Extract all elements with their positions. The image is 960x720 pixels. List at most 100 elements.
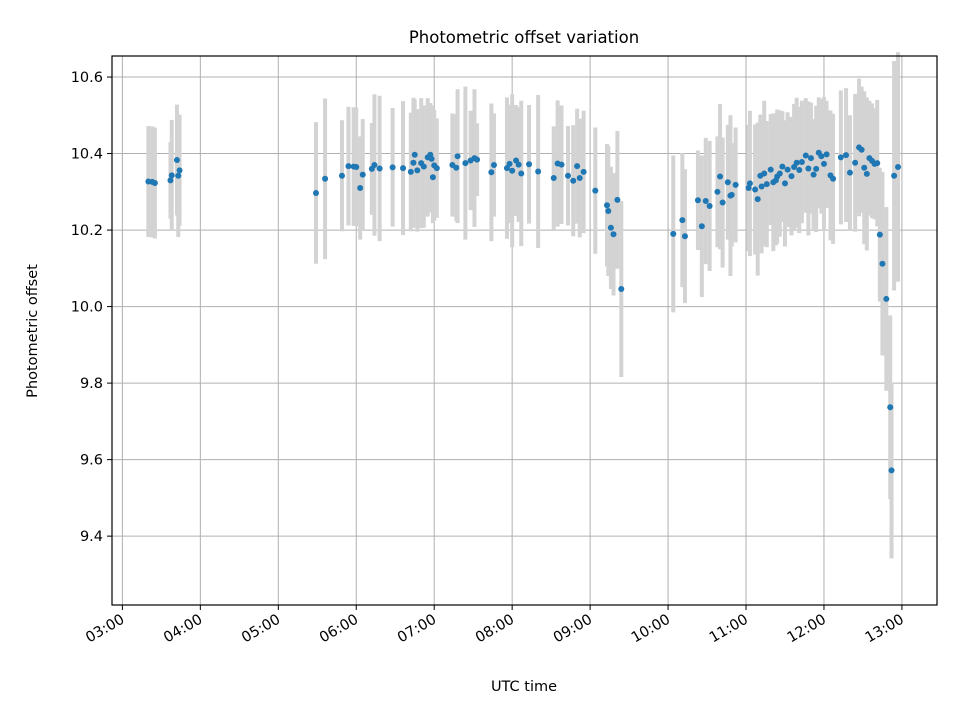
data-point — [830, 175, 837, 182]
data-point — [312, 189, 319, 196]
data-point — [719, 199, 726, 206]
data-point — [614, 196, 621, 203]
data-point — [746, 180, 753, 187]
y-tick-label: 9.6 — [80, 453, 103, 469]
data-point — [779, 163, 786, 170]
data-point — [810, 171, 817, 178]
data-point — [175, 172, 182, 179]
data-point — [509, 167, 516, 174]
data-point — [858, 146, 865, 153]
data-point — [453, 164, 460, 171]
data-point — [506, 160, 513, 167]
y-tick-label: 10.2 — [71, 223, 103, 239]
data-point — [891, 172, 898, 179]
data-point — [670, 230, 677, 237]
data-point — [558, 161, 565, 168]
data-point — [852, 159, 859, 166]
data-point — [607, 224, 614, 231]
data-point — [728, 191, 735, 198]
data-point — [706, 202, 713, 209]
data-point — [861, 164, 868, 171]
data-point — [605, 207, 612, 214]
data-point — [763, 181, 770, 188]
data-point — [714, 188, 721, 195]
chart-title: Photometric offset variation — [409, 28, 639, 47]
data-point — [345, 163, 352, 170]
data-point — [876, 231, 883, 238]
data-point — [776, 170, 783, 177]
data-point — [618, 285, 625, 292]
data-point — [518, 170, 525, 177]
y-tick-label: 10.4 — [71, 147, 103, 163]
y-tick-label: 9.8 — [80, 376, 103, 392]
data-point — [338, 172, 345, 179]
data-point — [574, 163, 581, 170]
data-point — [784, 166, 791, 173]
data-point — [887, 404, 894, 411]
data-point — [807, 155, 814, 162]
data-point — [474, 156, 481, 163]
data-point — [610, 231, 617, 238]
data-point — [813, 165, 820, 172]
data-point — [570, 177, 577, 184]
data-point — [580, 168, 587, 175]
data-point — [843, 152, 850, 159]
data-point — [724, 179, 731, 186]
data-point — [526, 161, 533, 168]
data-point — [604, 202, 610, 209]
data-point — [846, 169, 853, 176]
data-point — [796, 167, 803, 174]
data-point — [400, 165, 407, 172]
data-point — [752, 186, 759, 193]
data-point — [376, 165, 383, 172]
data-point — [745, 184, 752, 191]
data-points — [145, 144, 902, 474]
data-point — [888, 467, 895, 474]
data-point — [550, 175, 557, 182]
data-point — [879, 260, 886, 267]
data-point — [818, 153, 825, 160]
y-tick-label: 10.6 — [71, 70, 103, 86]
data-point — [767, 166, 774, 173]
data-point — [168, 172, 175, 179]
data-point — [389, 164, 396, 171]
data-point — [429, 174, 436, 181]
y-tick-label: 10.0 — [71, 300, 103, 316]
data-point — [176, 167, 183, 174]
data-point — [823, 151, 830, 158]
data-point — [359, 171, 366, 178]
data-point — [167, 177, 174, 184]
data-point — [462, 160, 469, 167]
data-point — [798, 158, 805, 165]
grid-lines — [112, 56, 937, 605]
data-point — [874, 160, 881, 167]
data-point — [863, 170, 870, 177]
data-point — [371, 162, 378, 169]
data-point — [490, 162, 497, 169]
data-point — [820, 160, 827, 167]
data-point — [698, 223, 705, 230]
data-point — [357, 184, 364, 191]
data-point — [433, 165, 440, 172]
data-point — [895, 163, 902, 170]
data-point — [535, 168, 542, 175]
data-point — [515, 161, 522, 168]
data-point — [781, 180, 788, 187]
data-point — [702, 197, 709, 204]
data-point — [414, 167, 421, 174]
data-point — [758, 183, 765, 190]
data-point — [322, 175, 329, 182]
data-point — [488, 169, 495, 176]
plot-frame — [111, 55, 938, 606]
data-point — [428, 155, 435, 162]
data-point — [407, 168, 414, 175]
x-axis-label: UTC time — [491, 679, 557, 695]
data-point — [732, 181, 739, 188]
data-point — [679, 217, 686, 224]
data-point — [717, 173, 724, 180]
data-point — [788, 173, 795, 180]
y-axis-ticks: 9.4 9.6 9.8 10.0 10.2 10.4 10.6 — [71, 70, 112, 545]
data-point — [793, 159, 800, 166]
data-point — [410, 159, 417, 166]
